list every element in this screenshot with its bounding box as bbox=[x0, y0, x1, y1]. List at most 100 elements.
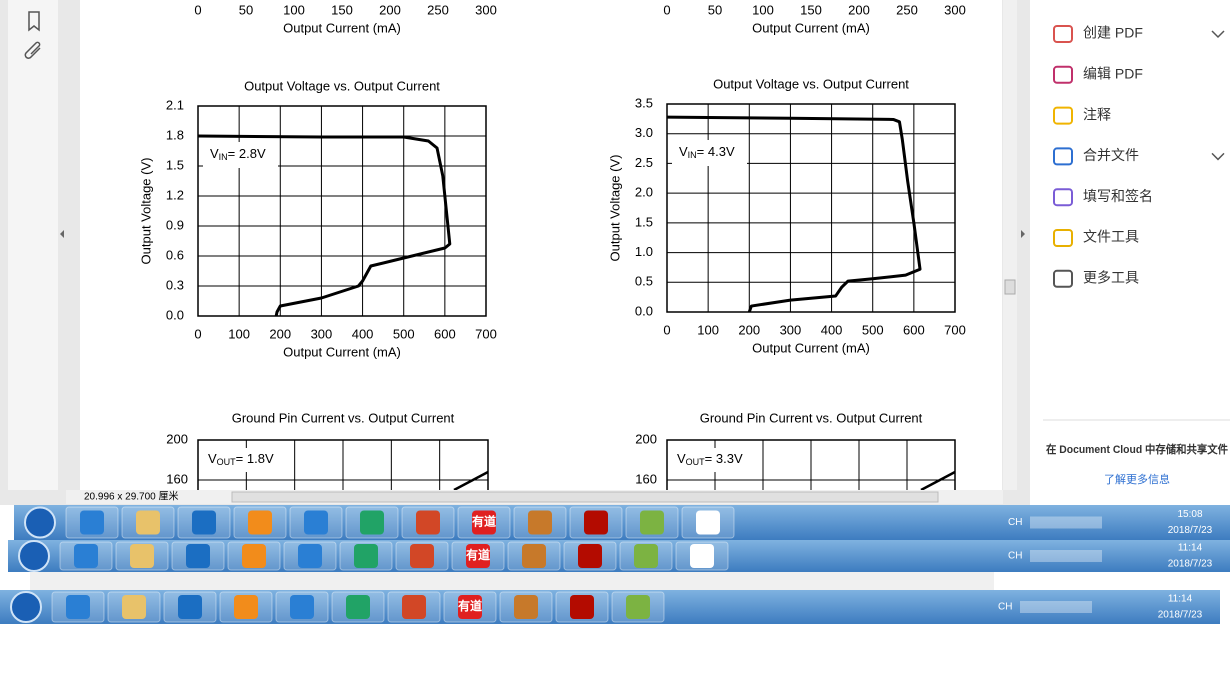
tray-icons bbox=[1020, 601, 1092, 613]
app-icon bbox=[298, 544, 322, 568]
chart-title: Output Voltage vs. Output Current bbox=[713, 76, 909, 91]
app-icon bbox=[346, 595, 370, 619]
x-tick-label: 150 bbox=[331, 2, 353, 17]
app-icon bbox=[248, 510, 272, 535]
x-axis-label: Output Current (mA) bbox=[752, 20, 870, 35]
app-icon bbox=[304, 510, 328, 535]
tool-label[interactable]: 合并文件 bbox=[1083, 147, 1139, 163]
clock-time: 11:14 bbox=[1178, 543, 1203, 554]
tool-icon[interactable] bbox=[1053, 25, 1073, 43]
y-tick-label: 1.8 bbox=[166, 127, 184, 142]
annotation-part: OUT bbox=[217, 457, 237, 467]
app-icon bbox=[234, 595, 258, 619]
annotation-part: = 2.8V bbox=[228, 146, 266, 161]
app-icon bbox=[514, 595, 538, 619]
cloud-text-span: 在 Document Cloud 中存储和共享文件 bbox=[1046, 442, 1228, 456]
tool-label[interactable]: 填写和签名 bbox=[1083, 188, 1153, 204]
v-scroll-thumb[interactable] bbox=[1004, 279, 1016, 295]
app-icon bbox=[466, 544, 490, 568]
x-tick-label: 0 bbox=[194, 2, 201, 17]
tool-label[interactable]: 创建 PDF bbox=[1083, 25, 1143, 41]
x-tick-label: 700 bbox=[944, 322, 966, 337]
plot-frame bbox=[666, 439, 956, 490]
h-scroll-thumb[interactable] bbox=[231, 491, 939, 503]
annotation-part: V bbox=[677, 451, 686, 466]
x-axis-label: Output Current (mA) bbox=[752, 340, 870, 355]
tool-label[interactable]: 编辑 PDF bbox=[1083, 66, 1143, 82]
taskbar bbox=[14, 505, 1230, 540]
start-button[interactable] bbox=[24, 506, 56, 539]
right-panel bbox=[1030, 0, 1230, 505]
taskbar bbox=[8, 540, 1230, 572]
y-tick-label: 0.5 bbox=[635, 274, 653, 289]
y-tick-label: 2.5 bbox=[635, 155, 653, 170]
tool-icon[interactable] bbox=[1053, 106, 1073, 125]
tool-label[interactable]: 注释 bbox=[1083, 106, 1111, 122]
annotation: VOUT= 3.3V bbox=[677, 451, 743, 467]
annotation-bg bbox=[203, 142, 278, 168]
chevron[interactable] bbox=[1211, 152, 1225, 161]
annotation-bg bbox=[671, 448, 761, 472]
x-tick-label: 100 bbox=[283, 2, 305, 17]
curve bbox=[197, 134, 452, 317]
y-tick-label: 3.5 bbox=[635, 95, 653, 110]
collapse-left[interactable] bbox=[60, 230, 64, 238]
tool-icon[interactable] bbox=[1053, 188, 1073, 207]
y-tick-label: 1.5 bbox=[635, 214, 653, 229]
annotation: VIN= 2.8V bbox=[210, 146, 266, 162]
app-icon bbox=[584, 510, 608, 535]
app-icon bbox=[410, 544, 434, 568]
x-axis-label: Output Current (mA) bbox=[283, 20, 401, 35]
chevron[interactable] bbox=[1211, 30, 1225, 39]
clock-date: 2018/7/23 bbox=[1168, 559, 1213, 570]
curve bbox=[666, 115, 922, 313]
app-icon bbox=[66, 595, 90, 619]
app-icon bbox=[122, 595, 146, 619]
attach-icon[interactable] bbox=[24, 41, 41, 59]
x-tick-label: 100 bbox=[228, 326, 250, 341]
x-tick-label: 300 bbox=[475, 2, 497, 17]
app-icon bbox=[458, 595, 482, 619]
y-tick-label: 3.0 bbox=[635, 125, 653, 140]
tool-label[interactable]: 更多工具 bbox=[1083, 270, 1139, 286]
app-label: 有道 bbox=[458, 598, 482, 613]
x-tick-label: 200 bbox=[738, 322, 760, 337]
cloud-link[interactable]: 了解更多信息 bbox=[1104, 472, 1170, 486]
x-tick-label: 600 bbox=[434, 326, 456, 341]
x-tick-label: 300 bbox=[311, 326, 333, 341]
tool-icon[interactable] bbox=[1053, 269, 1073, 288]
app-icon bbox=[290, 595, 314, 619]
app-icon bbox=[472, 510, 496, 535]
x-tick-label: 150 bbox=[800, 2, 822, 17]
app-icon bbox=[354, 544, 378, 568]
tool-label[interactable]: 文件工具 bbox=[1083, 229, 1139, 245]
clock-time: 15:08 bbox=[1177, 509, 1202, 520]
x-tick-label: 250 bbox=[427, 2, 449, 17]
x-tick-label: 50 bbox=[239, 2, 253, 17]
plot-frame bbox=[197, 105, 487, 317]
tool-icon[interactable] bbox=[1053, 65, 1073, 84]
y-tick-label: 0.0 bbox=[635, 303, 653, 318]
start-button[interactable] bbox=[10, 591, 42, 623]
x-tick-label: 300 bbox=[780, 322, 802, 337]
app-icon bbox=[528, 510, 552, 535]
tool-icon[interactable] bbox=[1053, 147, 1073, 166]
app-icon bbox=[74, 544, 98, 568]
collapse-right[interactable] bbox=[1021, 230, 1025, 238]
plot-frame bbox=[666, 103, 956, 313]
annotation-bg bbox=[202, 448, 292, 472]
start-button[interactable] bbox=[18, 540, 50, 572]
x-tick-label: 500 bbox=[393, 326, 415, 341]
x-tick-label: 100 bbox=[697, 322, 719, 337]
lang: CH bbox=[1008, 551, 1022, 562]
clock-date: 2018/7/23 bbox=[1168, 525, 1213, 536]
tool-icon[interactable] bbox=[1053, 229, 1073, 247]
cloud-text: 在 Document Cloud 中存储和共享文件 bbox=[1046, 442, 1228, 456]
bookmark-icon[interactable] bbox=[28, 11, 40, 32]
v-scrollbar[interactable] bbox=[1003, 0, 1017, 490]
app-icon bbox=[570, 595, 594, 619]
x-tick-label: 200 bbox=[269, 326, 291, 341]
x-tick-label: 0 bbox=[663, 2, 670, 17]
annotation-part: V bbox=[210, 146, 219, 161]
x-tick-label: 500 bbox=[862, 322, 884, 337]
